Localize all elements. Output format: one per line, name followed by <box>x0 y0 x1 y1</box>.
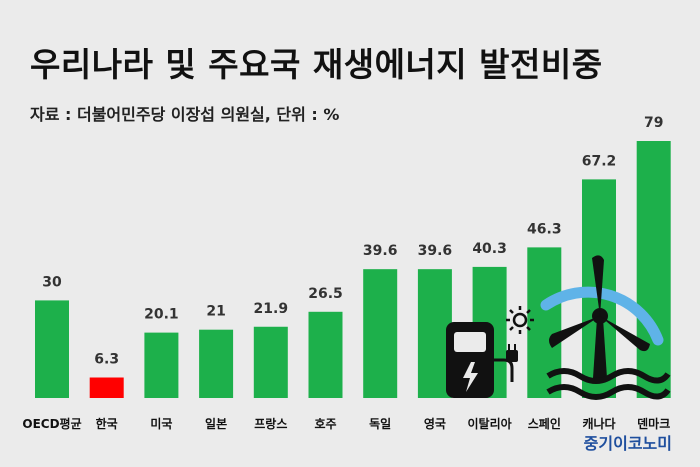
watermark-logo: 중기이코노미 <box>583 434 672 453</box>
bar-6 <box>363 269 398 398</box>
category-label-9: 스페인 <box>528 416 561 431</box>
solar-sun-icon <box>506 306 534 334</box>
category-label-8: 이탈리아 <box>468 416 512 431</box>
value-label-3: 21 <box>206 304 225 320</box>
value-label-11: 79 <box>644 115 663 131</box>
chart-subtitle: 자료 : 더불어민주당 이장섭 의원실, 단위 : % <box>30 105 340 124</box>
bar-11 <box>636 141 671 398</box>
value-label-5: 26.5 <box>308 286 343 302</box>
ev-charger-icon <box>446 322 518 398</box>
value-labels-group: 30 6.3 20.1 21 21.9 26.5 39.6 39.6 40.3 46.3 67.2 7… <box>42 115 663 368</box>
bar-4 <box>253 326 288 398</box>
bar-3 <box>199 329 234 398</box>
category-label-3: 일본 <box>205 417 227 431</box>
category-label-11: 덴마크 <box>637 416 670 431</box>
value-label-9: 46.3 <box>527 221 562 237</box>
value-label-4: 21.9 <box>254 301 289 317</box>
category-label-0: OECD평균 <box>22 417 81 431</box>
category-label-7: 영국 <box>424 416 446 431</box>
bar-9 <box>527 247 562 398</box>
chart-title: 우리나라 및 주요국 재생에너지 발전비중 <box>30 45 603 84</box>
value-label-2: 20.1 <box>144 307 179 323</box>
category-label-5: 호주 <box>314 417 336 431</box>
value-label-1: 6.3 <box>94 352 119 368</box>
bar-5 <box>308 311 343 398</box>
wind-turbine-icon <box>540 255 664 378</box>
category-labels-group: OECD평균 한국 미국 일본 프랑스 호주 독일 영국 이탈리아 스페인 캐나다 덴마크 <box>22 416 670 431</box>
value-label-0: 30 <box>42 274 62 290</box>
category-label-6: 독일 <box>369 417 391 431</box>
bar-0 <box>35 300 69 398</box>
water-wave-icon <box>546 368 671 400</box>
value-label-6: 39.6 <box>363 243 398 259</box>
category-label-4: 프랑스 <box>254 417 287 431</box>
category-label-10: 캐나다 <box>582 416 615 431</box>
value-label-10: 67.2 <box>582 153 617 169</box>
category-label-2: 미국 <box>150 416 172 431</box>
value-label-8: 40.3 <box>472 241 507 257</box>
value-label-7: 39.6 <box>418 243 453 259</box>
category-label-1: 한국 <box>96 416 118 431</box>
bars-group <box>35 141 671 398</box>
bar-2 <box>144 332 179 398</box>
bar-1 <box>89 377 124 398</box>
